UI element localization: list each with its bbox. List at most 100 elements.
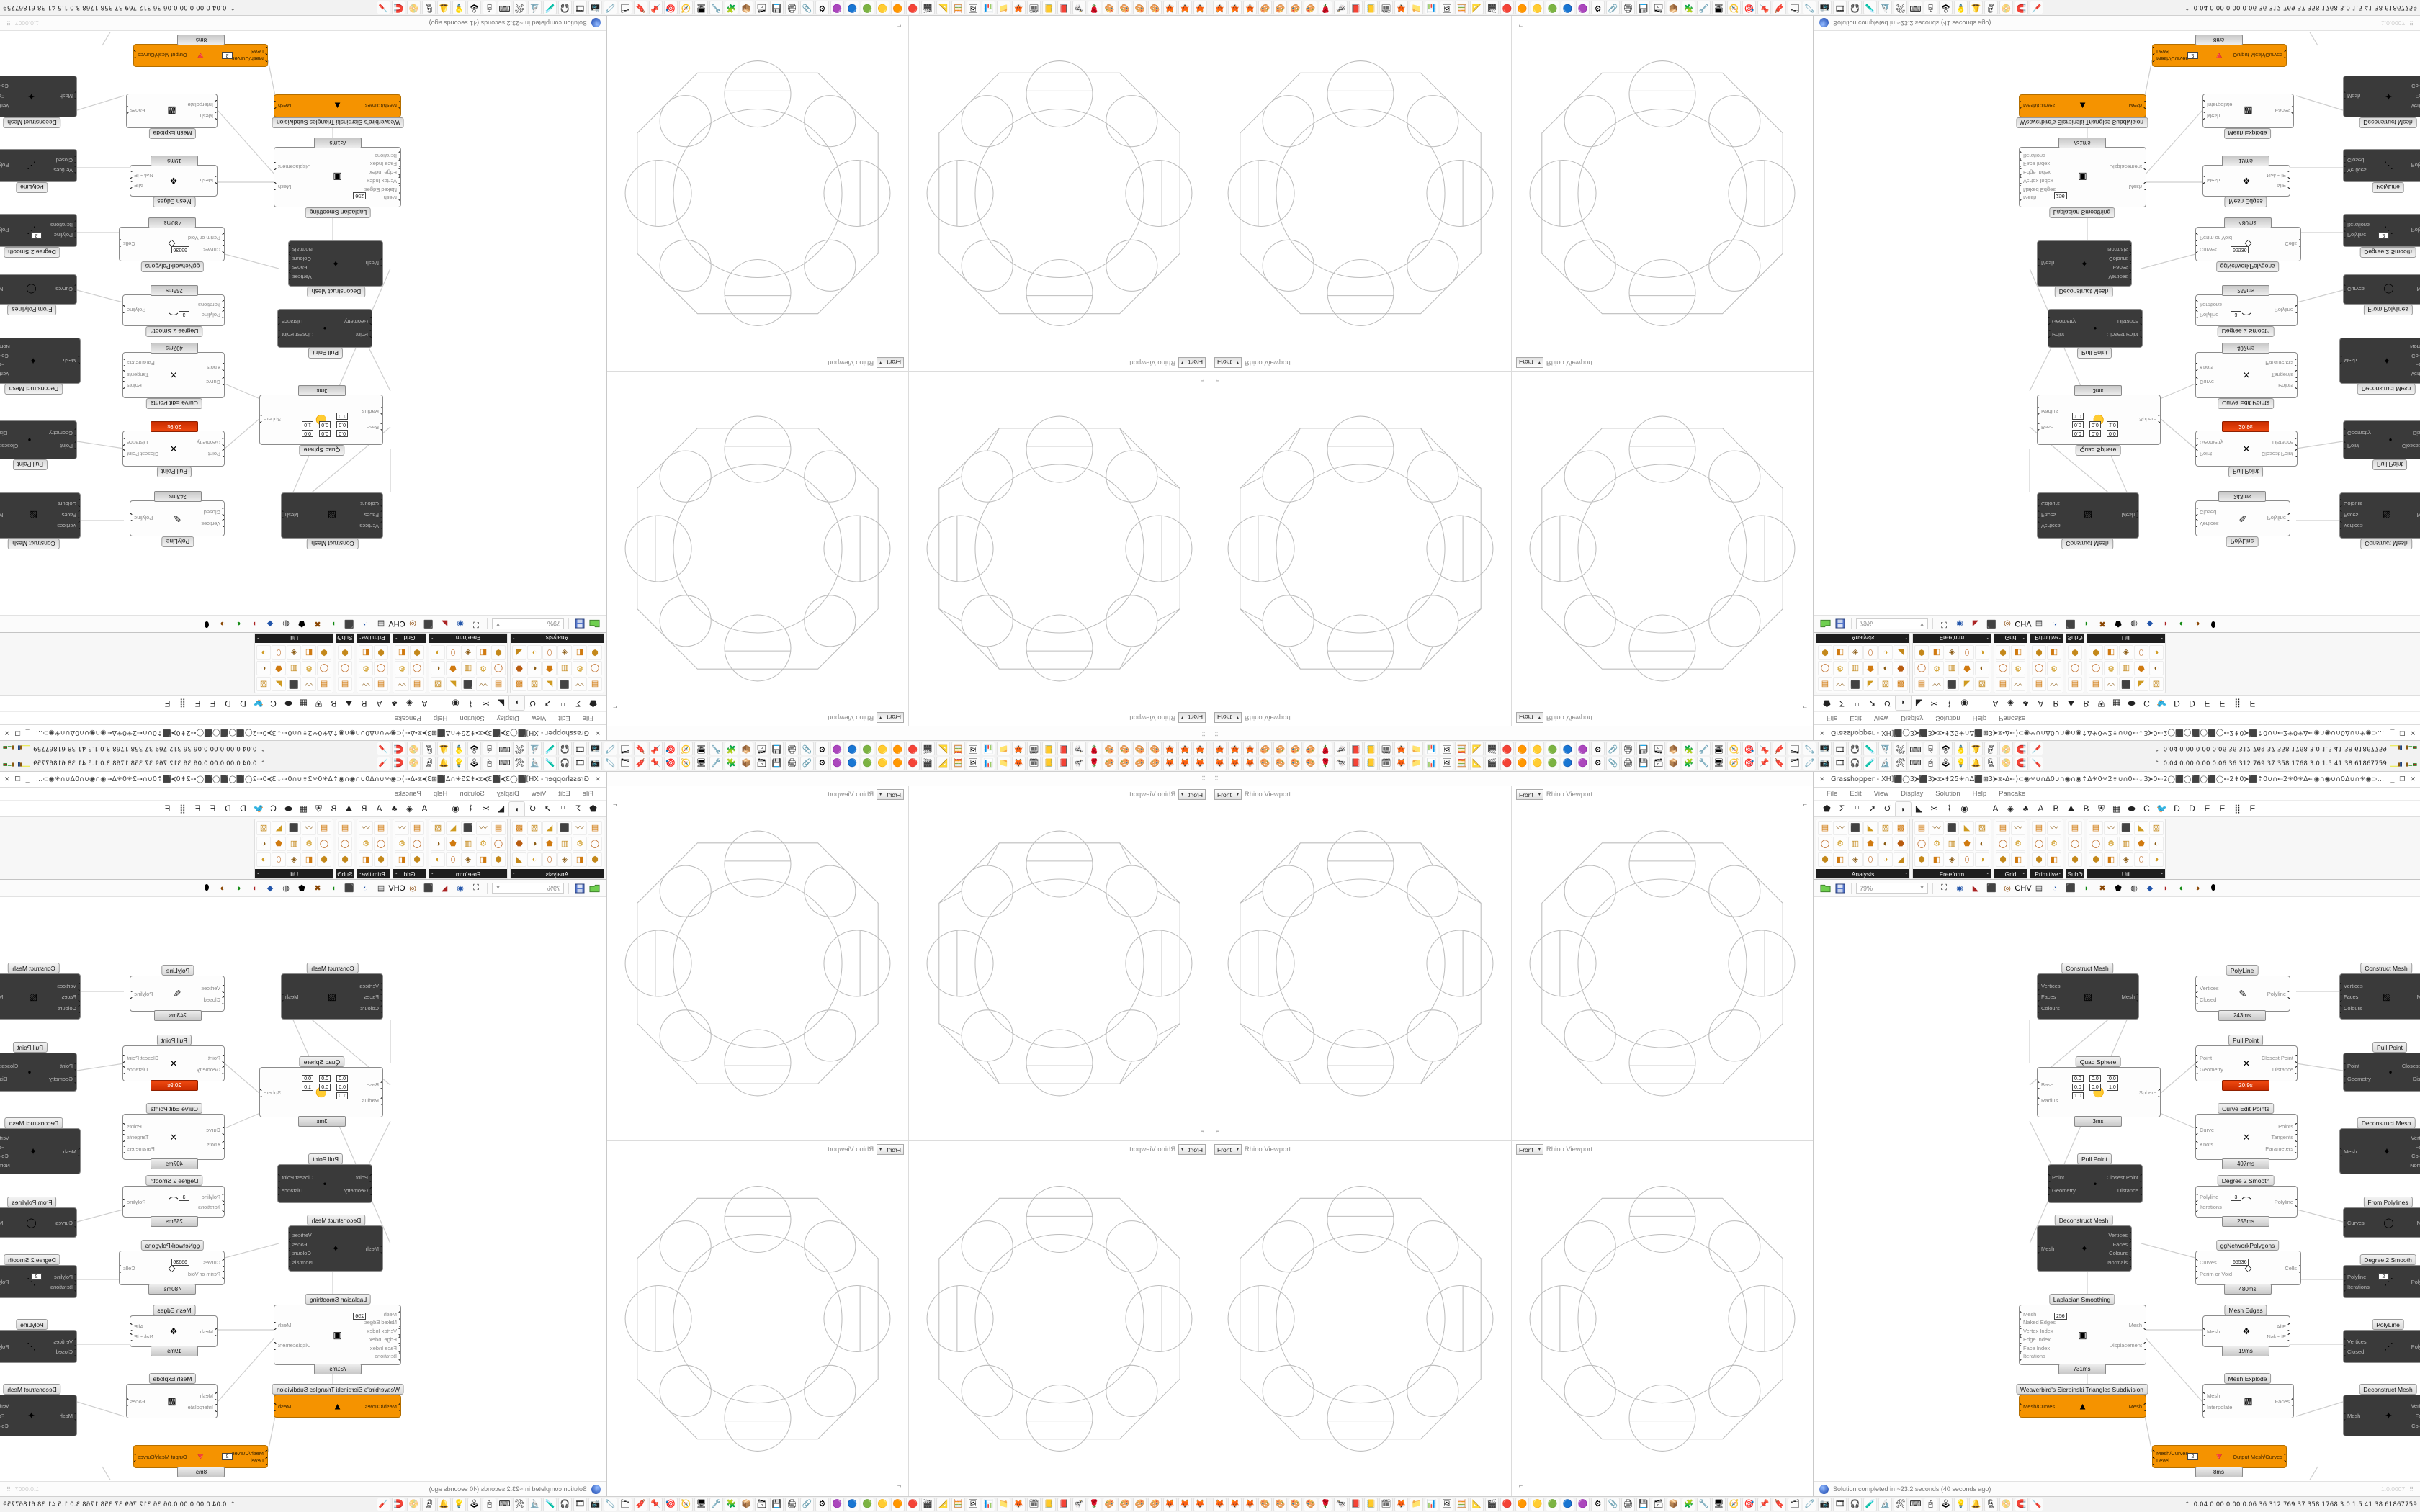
ribbon-component-button[interactable]: ◧: [302, 852, 316, 867]
tray-chevron-icon[interactable]: ⌃: [2154, 760, 2160, 767]
pin-icon[interactable]: ⬩: [2161, 870, 2163, 876]
ribbon-component-button[interactable]: ◯: [1818, 837, 1832, 851]
component-value-field[interactable]: 1.0: [336, 413, 348, 420]
ribbon-component-button[interactable]: ⬯: [2134, 852, 2148, 867]
taskbar-icon-36[interactable]: 📌: [1757, 742, 1771, 755]
taskbar-icon-13[interactable]: 📁: [1410, 742, 1423, 755]
taskbar-icon-10[interactable]: 📒: [1364, 742, 1378, 755]
ribbon-component-button[interactable]: ▤: [1818, 677, 1832, 691]
tray-chevron-icon[interactable]: ⌃: [2184, 1500, 2190, 1508]
gh-component[interactable]: Quad Sphere Base Radius Sphere 🟡 0.0 0.0 0.0 0.0…: [259, 1056, 383, 1127]
ribbon-component-button[interactable]: ▥: [1945, 837, 1959, 851]
input-pin[interactable]: [77, 982, 81, 991]
input-pin[interactable]: [2343, 166, 2347, 174]
output-pin[interactable]: [2128, 263, 2132, 271]
ribbon-component-button[interactable]: ▤: [374, 821, 388, 835]
gh-component[interactable]: Weaverbird's Sierpinski Triangles Subdiv…: [272, 1384, 405, 1418]
taskbar-icon-38[interactable]: 🗂: [619, 1498, 632, 1511]
ribbon-component-button[interactable]: ⬢: [374, 852, 388, 867]
input-pin[interactable]: [398, 1403, 401, 1411]
taskbar-icon-49[interactable]: 💡: [452, 757, 466, 770]
canvas-tool-icon-5[interactable]: CHV: [388, 883, 405, 893]
canvas-toolbar[interactable]: 79% ▼ ⛶ ◉ ◣ ⬛ ◎ CHV ▤ ◔ ⬛ ◗ ✖ ⬟ ◍ ◆ ◗ ◐ ◑ ⬮: [0, 880, 606, 897]
taskbar-icon-44[interactable]: 🔬: [1878, 757, 1892, 770]
taskbar-icon-40[interactable]: 📷: [1818, 1498, 1832, 1511]
gh-component[interactable]: Weaverbird's Sierpinski Triangles Subdiv…: [272, 94, 405, 128]
input-pin[interactable]: [214, 176, 218, 184]
output-pin[interactable]: [122, 370, 126, 378]
taskbar-icon-23[interactable]: 🔵: [1561, 757, 1574, 770]
taskbar-icon-29[interactable]: 🗃: [1652, 1498, 1665, 1511]
input-pin[interactable]: [2019, 184, 2022, 193]
taskbar-icon-6[interactable]: 🎨: [1103, 742, 1116, 755]
taskbar-icon-26[interactable]: 📎: [800, 742, 814, 755]
component-value-field[interactable]: 2: [31, 1273, 42, 1280]
ribbon-component-button[interactable]: 〰: [302, 677, 316, 691]
ribbon-component-button[interactable]: ▤: [374, 677, 388, 691]
taskbar-icon-5[interactable]: 🎨: [1289, 1498, 1302, 1511]
component-value-field[interactable]: 0.0: [2107, 430, 2118, 437]
gh-component[interactable]: Mesh/Curves Level Output Mesh/Curves 🔻 2 8ms: [2152, 1445, 2287, 1477]
taskbar-icon-5[interactable]: 🎨: [1118, 757, 1131, 770]
ribbon-component-button[interactable]: ◯: [338, 661, 352, 675]
taskbar-icon-39[interactable]: 🧷: [604, 742, 617, 755]
viewport-pane-4[interactable]: Front ▾ Rhino Viewport ⌐: [607, 16, 908, 371]
component-body[interactable]: Mesh Interpolate Faces ▩: [2202, 1384, 2294, 1418]
taskbar-icon-49[interactable]: 💡: [1954, 1498, 1968, 1511]
taskbar-icon-9[interactable]: 📕: [1057, 1498, 1071, 1511]
output-pin[interactable]: [288, 271, 292, 280]
canvas-tool-icon-7[interactable]: ◔: [2052, 883, 2058, 893]
input-pin[interactable]: [2019, 159, 2022, 168]
ribbon-component-button[interactable]: ▩: [512, 821, 526, 835]
canvas-toolbar-icons[interactable]: ⛶ ◉ ◣ ⬛ ◎ CHV ▤ ◔ ⬛ ◗ ✖ ⬟ ◍ ◆ ◗ ◐ ◑ ⬮: [1937, 618, 2220, 631]
input-pin[interactable]: [2038, 1246, 2040, 1254]
input-pin[interactable]: [2339, 499, 2343, 508]
vector-tab[interactable]: ➚: [544, 698, 552, 708]
gh-component[interactable]: Curve Edit Points Curve Knots Points Tangent…: [122, 343, 225, 409]
input-pin[interactable]: [380, 510, 383, 518]
ribbon-component-button[interactable]: ◐: [1975, 837, 1989, 851]
component-value-field[interactable]: 0.0: [336, 1075, 348, 1082]
params-tab[interactable]: ⬟: [1823, 698, 1831, 708]
taskbar-icon-15[interactable]: 🖼: [1440, 1, 1453, 14]
output-pin[interactable]: [2294, 1066, 2297, 1074]
addon-dots-tab[interactable]: ⣿: [2234, 804, 2241, 814]
component-value-field[interactable]: 3: [179, 1194, 189, 1201]
canvas-tool-icon-6[interactable]: ▤: [377, 619, 385, 628]
input-pin[interactable]: [2344, 1349, 2347, 1357]
taskbar-icon-18[interactable]: 🎬: [1485, 757, 1499, 770]
taskbar-icon-51[interactable]: 🗜: [1984, 1, 1998, 14]
taskbar-icon-51[interactable]: 🗜: [422, 742, 436, 755]
taskbar-icon-1[interactable]: 🦊: [1228, 742, 1242, 755]
ribbon-component-button[interactable]: ⬢: [410, 852, 424, 867]
taskbar-icon-40[interactable]: 📷: [588, 757, 602, 770]
gh-component[interactable]: Deconstruct MeshMeshVerticesFacesColours…: [2339, 338, 2420, 395]
ribbon-component-button[interactable]: ⬢: [317, 645, 331, 660]
taskbar-icon-33[interactable]: 🖥: [694, 742, 708, 755]
taskbar-icon-35[interactable]: 🎯: [664, 757, 678, 770]
input-pin[interactable]: [2037, 510, 2040, 518]
canvas-tool-icon-4[interactable]: ◎: [2004, 884, 2011, 893]
grasshopper-ribbon-tabs[interactable]: ⬟ Σ ⑂ ➚ ↺ ◗ ◣ ✂ ⌇ ◉ A ◈ ♣ A B ⛰ B ⛨ ▦ ⬬ C 🐦 D D E E ⣿ E: [0, 801, 606, 816]
output-pin[interactable]: [2143, 1322, 2146, 1331]
taskbar-icon-33[interactable]: 🖥: [694, 757, 708, 770]
taskbar-icon-39[interactable]: 🧷: [1803, 1, 1816, 14]
gh-component[interactable]: From PolylinesCurvesMesh◯: [0, 274, 77, 315]
output-pin[interactable]: [2294, 1134, 2297, 1142]
chevron-down-icon[interactable]: ▼: [1919, 886, 1924, 891]
ribbon-component-button[interactable]: ◯: [317, 661, 331, 675]
gh-component[interactable]: Mesh Edges Mesh AllE NakedE ❖ 19ms: [130, 1305, 218, 1356]
ribbon-component-button[interactable]: ⬢: [2089, 852, 2103, 867]
output-pin[interactable]: [288, 263, 292, 271]
output-pin[interactable]: [119, 1265, 122, 1273]
taskbar-icon-42[interactable]: 🎧: [1848, 757, 1862, 770]
taskbar-icon-44[interactable]: 🔬: [1878, 1, 1892, 14]
component-value-field[interactable]: 2: [31, 232, 42, 239]
